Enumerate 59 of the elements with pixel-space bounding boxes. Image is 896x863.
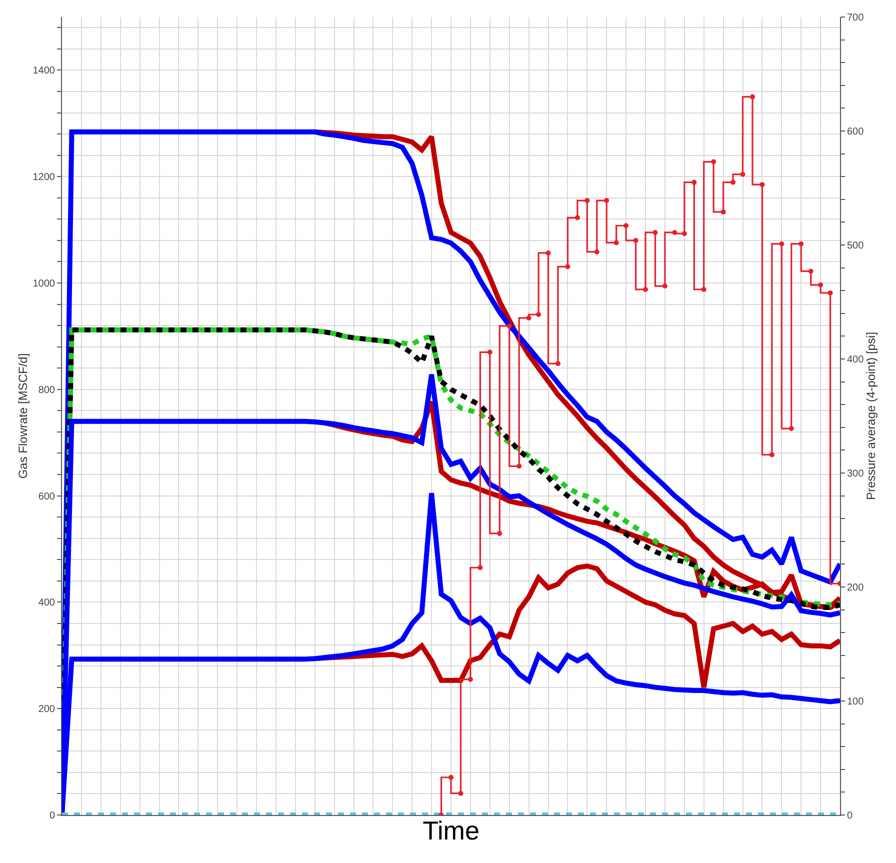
y-axis-title: Gas Flowrate [MSCF/d]	[16, 353, 30, 479]
point	[468, 676, 473, 682]
y-tick-label: 400	[38, 598, 56, 609]
point	[730, 180, 736, 185]
x-axis-title: Time	[422, 816, 480, 846]
point	[546, 250, 551, 256]
point	[662, 284, 668, 289]
point	[584, 198, 590, 204]
point	[769, 452, 774, 458]
y-tick-label: 1400	[32, 66, 56, 77]
y-tick-label: 1200	[32, 172, 56, 184]
point	[672, 230, 678, 235]
point	[798, 241, 804, 246]
y2-tick-label: 200	[847, 582, 864, 594]
point	[740, 172, 746, 177]
y2-axis-title: Pressure average (4-point) [psi]	[864, 332, 878, 500]
point	[818, 282, 824, 288]
y-tick-label: 0	[49, 810, 56, 822]
point	[643, 286, 648, 292]
point	[574, 215, 580, 220]
point	[788, 426, 794, 432]
point	[594, 249, 600, 254]
point	[604, 198, 610, 204]
y2-tick-label: 700	[847, 12, 864, 24]
y-tick-label: 200	[38, 704, 56, 716]
y2-tick-label: 300	[847, 468, 864, 480]
point	[779, 241, 784, 246]
point	[828, 290, 833, 296]
point	[692, 180, 697, 185]
y2-tick-label: 400	[847, 354, 864, 366]
point	[555, 361, 560, 366]
y2-tick-label: 100	[847, 696, 864, 708]
point	[614, 240, 619, 246]
y-tick-label: 1000	[32, 278, 56, 290]
point	[808, 268, 814, 274]
point	[565, 264, 570, 270]
point	[750, 94, 755, 100]
point	[506, 323, 512, 328]
point	[624, 223, 629, 228]
point	[760, 182, 765, 188]
point	[497, 530, 502, 536]
point	[720, 209, 726, 214]
point	[516, 464, 522, 469]
point	[652, 230, 658, 235]
point	[711, 159, 716, 164]
point	[526, 315, 532, 320]
y-tick-label: 800	[38, 384, 56, 396]
y2-tick-label: 0	[847, 810, 853, 822]
y2-tick-label: 500	[847, 240, 864, 252]
point	[701, 286, 706, 292]
point	[536, 312, 542, 318]
point	[448, 774, 454, 780]
point	[487, 350, 492, 355]
point	[478, 565, 483, 570]
point	[682, 231, 687, 236]
point	[633, 238, 638, 243]
point	[458, 790, 464, 796]
y2-tick-label: 600	[847, 126, 864, 138]
y-tick-label: 600	[38, 491, 56, 502]
